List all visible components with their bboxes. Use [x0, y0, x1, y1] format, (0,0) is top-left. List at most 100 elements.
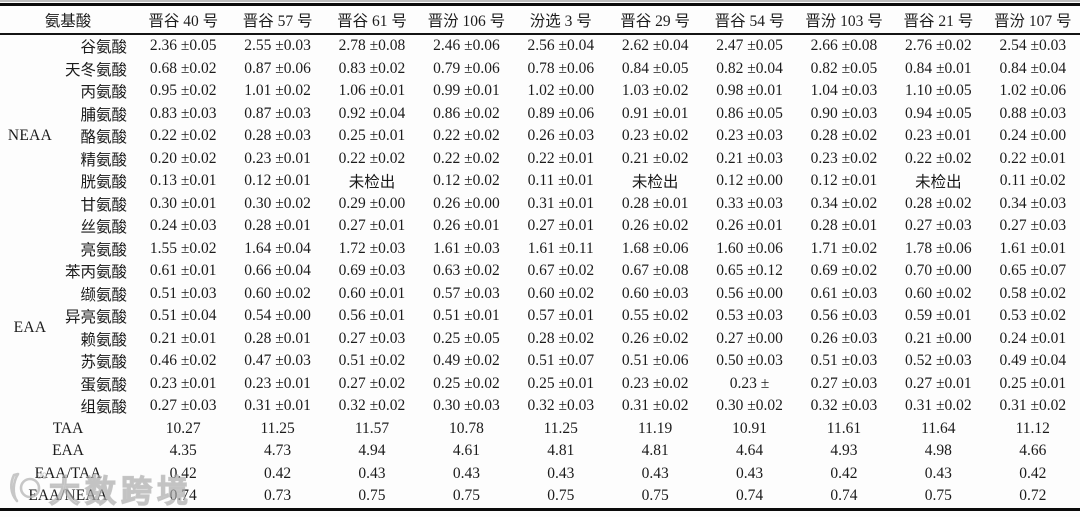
amino-acid-row: 异亮氨酸 0.51 ±0.04 0.54 ±0.00 0.56 ±0.01 0.51 ±… — [0, 305, 1080, 328]
variety-column-header: 晋谷 54 号 — [702, 4, 797, 35]
value-cell: 1.55 ±0.02 — [149, 239, 217, 257]
value-cell: 0.99 ±0.01 — [433, 82, 500, 100]
value-cell: 0.26 ±0.03 — [527, 127, 595, 145]
value-cell: 0.67 ±0.02 — [527, 262, 595, 280]
value-cell: 0.42 — [830, 464, 858, 482]
value-cell: 0.34 ±0.02 — [810, 194, 878, 212]
value-cell: 0.31 ±0.02 — [621, 397, 689, 415]
value-cell: 1.61 ±0.03 — [433, 239, 500, 257]
value-cell: 0.23 ±0.01 — [149, 374, 217, 392]
value-cell: 0.60 ±0.01 — [338, 284, 406, 302]
amino-acid-name: 甘氨酸 — [80, 196, 128, 214]
variety-column-header: 晋汾 106 号 — [419, 4, 514, 35]
summary-label: TAA — [52, 419, 84, 437]
amino-acid-row: 丙氨酸 0.95 ±0.02 1.01 ±0.02 1.06 ±0.01 0.99 ±0… — [0, 80, 1080, 103]
value-cell: 2.78 ±0.08 — [338, 37, 406, 55]
amino-acid-row: 蛋氨酸 0.23 ±0.01 0.23 ±0.01 0.27 ±0.02 0.25 ±0… — [0, 373, 1080, 396]
value-cell: 11.61 — [826, 419, 862, 437]
value-cell: 0.60 ±0.02 — [244, 284, 311, 302]
value-cell: 1.78 ±0.06 — [905, 239, 972, 257]
amino-acid-name: 天冬氨酸 — [65, 61, 128, 79]
value-cell: 0.75 — [641, 487, 669, 505]
value-cell: 0.23 ±0.02 — [621, 127, 689, 145]
value-cell: 2.54 ±0.03 — [999, 37, 1067, 55]
summary-label: EAA — [52, 442, 84, 460]
value-cell: 0.28 ±0.02 — [527, 329, 595, 347]
value-cell: 0.65 ±0.07 — [999, 262, 1067, 280]
value-cell: 0.52 ±0.03 — [905, 352, 972, 370]
value-cell: 0.11 ±0.02 — [999, 172, 1066, 190]
value-cell: 4.73 — [264, 442, 292, 460]
value-cell: 0.23 ±0.03 — [716, 127, 783, 145]
value-cell: 0.29 ±0.00 — [338, 194, 406, 212]
value-cell: 0.87 ±0.06 — [244, 59, 311, 77]
value-cell: 0.31 ±0.01 — [527, 194, 595, 212]
value-cell: 0.28 ±0.01 — [244, 217, 311, 235]
value-cell: 11.19 — [638, 419, 673, 437]
value-cell: 0.84 ±0.04 — [999, 59, 1067, 77]
value-cell: 0.22 ±0.02 — [433, 149, 500, 167]
value-cell: 4.98 — [924, 442, 952, 460]
value-cell: 0.24 ±0.03 — [149, 217, 217, 235]
value-cell: 10.91 — [732, 419, 767, 437]
amino-acid-name: 赖氨酸 — [80, 331, 128, 349]
variety-column-header: 晋谷 61 号 — [324, 4, 420, 35]
variety-column-header: 晋谷 21 号 — [891, 4, 986, 35]
value-cell: 0.13 ±0.01 — [149, 172, 217, 190]
value-cell: 0.60 ±0.02 — [527, 284, 595, 302]
value-cell: 0.30 ±0.02 — [716, 397, 783, 415]
value-cell: 0.49 ±0.02 — [433, 352, 500, 370]
value-cell: 0.60 ±0.02 — [905, 284, 972, 302]
value-cell: 0.32 ±0.03 — [810, 397, 878, 415]
value-cell: 0.27 ±0.03 — [338, 329, 406, 347]
value-cell: 0.67 ±0.08 — [621, 262, 689, 280]
value-cell: 11.64 — [921, 419, 956, 437]
value-cell: 0.61 ±0.01 — [149, 262, 217, 280]
value-cell: 0.31 ±0.01 — [244, 397, 311, 415]
amino-acid-name: 胱氨酸 — [80, 174, 128, 192]
value-cell: 0.26 ±0.02 — [621, 329, 689, 347]
value-cell: 0.75 — [358, 487, 386, 505]
value-cell: 0.57 ±0.01 — [527, 307, 595, 325]
value-cell: 0.74 — [169, 487, 197, 505]
variety-column-header: 晋谷 29 号 — [607, 4, 703, 35]
value-cell: 0.73 — [264, 487, 292, 505]
value-cell: 4.64 — [735, 442, 764, 460]
value-cell: 11.12 — [1015, 419, 1050, 437]
value-cell: 0.23 ± — [729, 374, 770, 392]
value-cell: 0.59 ±0.01 — [905, 307, 972, 325]
value-cell: 0.21 ±0.01 — [149, 329, 217, 347]
value-cell: 0.42 — [1019, 464, 1047, 482]
value-cell: 1.04 ±0.03 — [810, 82, 878, 100]
value-cell: 0.23 ±0.01 — [244, 374, 311, 392]
value-cell: 0.53 ±0.03 — [716, 307, 783, 325]
value-cell: 0.28 ±0.01 — [621, 194, 689, 212]
value-cell: 0.12 ±0.00 — [716, 172, 783, 190]
value-cell: 10.27 — [165, 419, 201, 437]
amino-acid-row: 苯丙氨酸 0.61 ±0.01 0.66 ±0.04 0.69 ±0.03 0.63 ±… — [0, 260, 1080, 283]
value-cell: 1.61 ±0.11 — [527, 239, 594, 257]
value-cell: 0.27 ±0.01 — [338, 217, 406, 235]
value-cell: 未检出 — [631, 174, 679, 192]
value-cell: 2.47 ±0.05 — [716, 37, 783, 55]
variety-column-header: 汾选 3 号 — [513, 4, 608, 35]
value-cell: 0.94 ±0.05 — [905, 104, 972, 122]
summary-label: EAA/NEAA — [28, 487, 108, 505]
value-cell: 0.51 ±0.03 — [149, 284, 217, 302]
value-cell: 0.51 ±0.04 — [149, 307, 217, 325]
value-cell: 2.76 ±0.02 — [905, 37, 972, 55]
value-cell: 0.90 ±0.03 — [810, 104, 878, 122]
value-cell: 0.74 — [830, 487, 858, 505]
value-cell: 0.66 ±0.04 — [244, 262, 311, 280]
value-cell: 0.31 ±0.02 — [999, 397, 1067, 415]
value-cell: 未检出 — [915, 174, 962, 192]
value-cell: 0.49 ±0.04 — [999, 352, 1067, 370]
value-cell: 11.25 — [543, 419, 578, 437]
value-cell: 2.36 ±0.05 — [149, 37, 217, 55]
summary-row: EAA/TAA 0.42 0.42 0.43 0.43 0.43 0.43 0.43 0.42 0… — [0, 463, 1080, 486]
value-cell: 0.58 ±0.02 — [999, 284, 1067, 302]
value-cell: 0.74 — [735, 487, 764, 505]
value-cell: 0.55 ±0.02 — [621, 307, 689, 325]
value-cell: 0.23 ±0.01 — [905, 127, 972, 145]
